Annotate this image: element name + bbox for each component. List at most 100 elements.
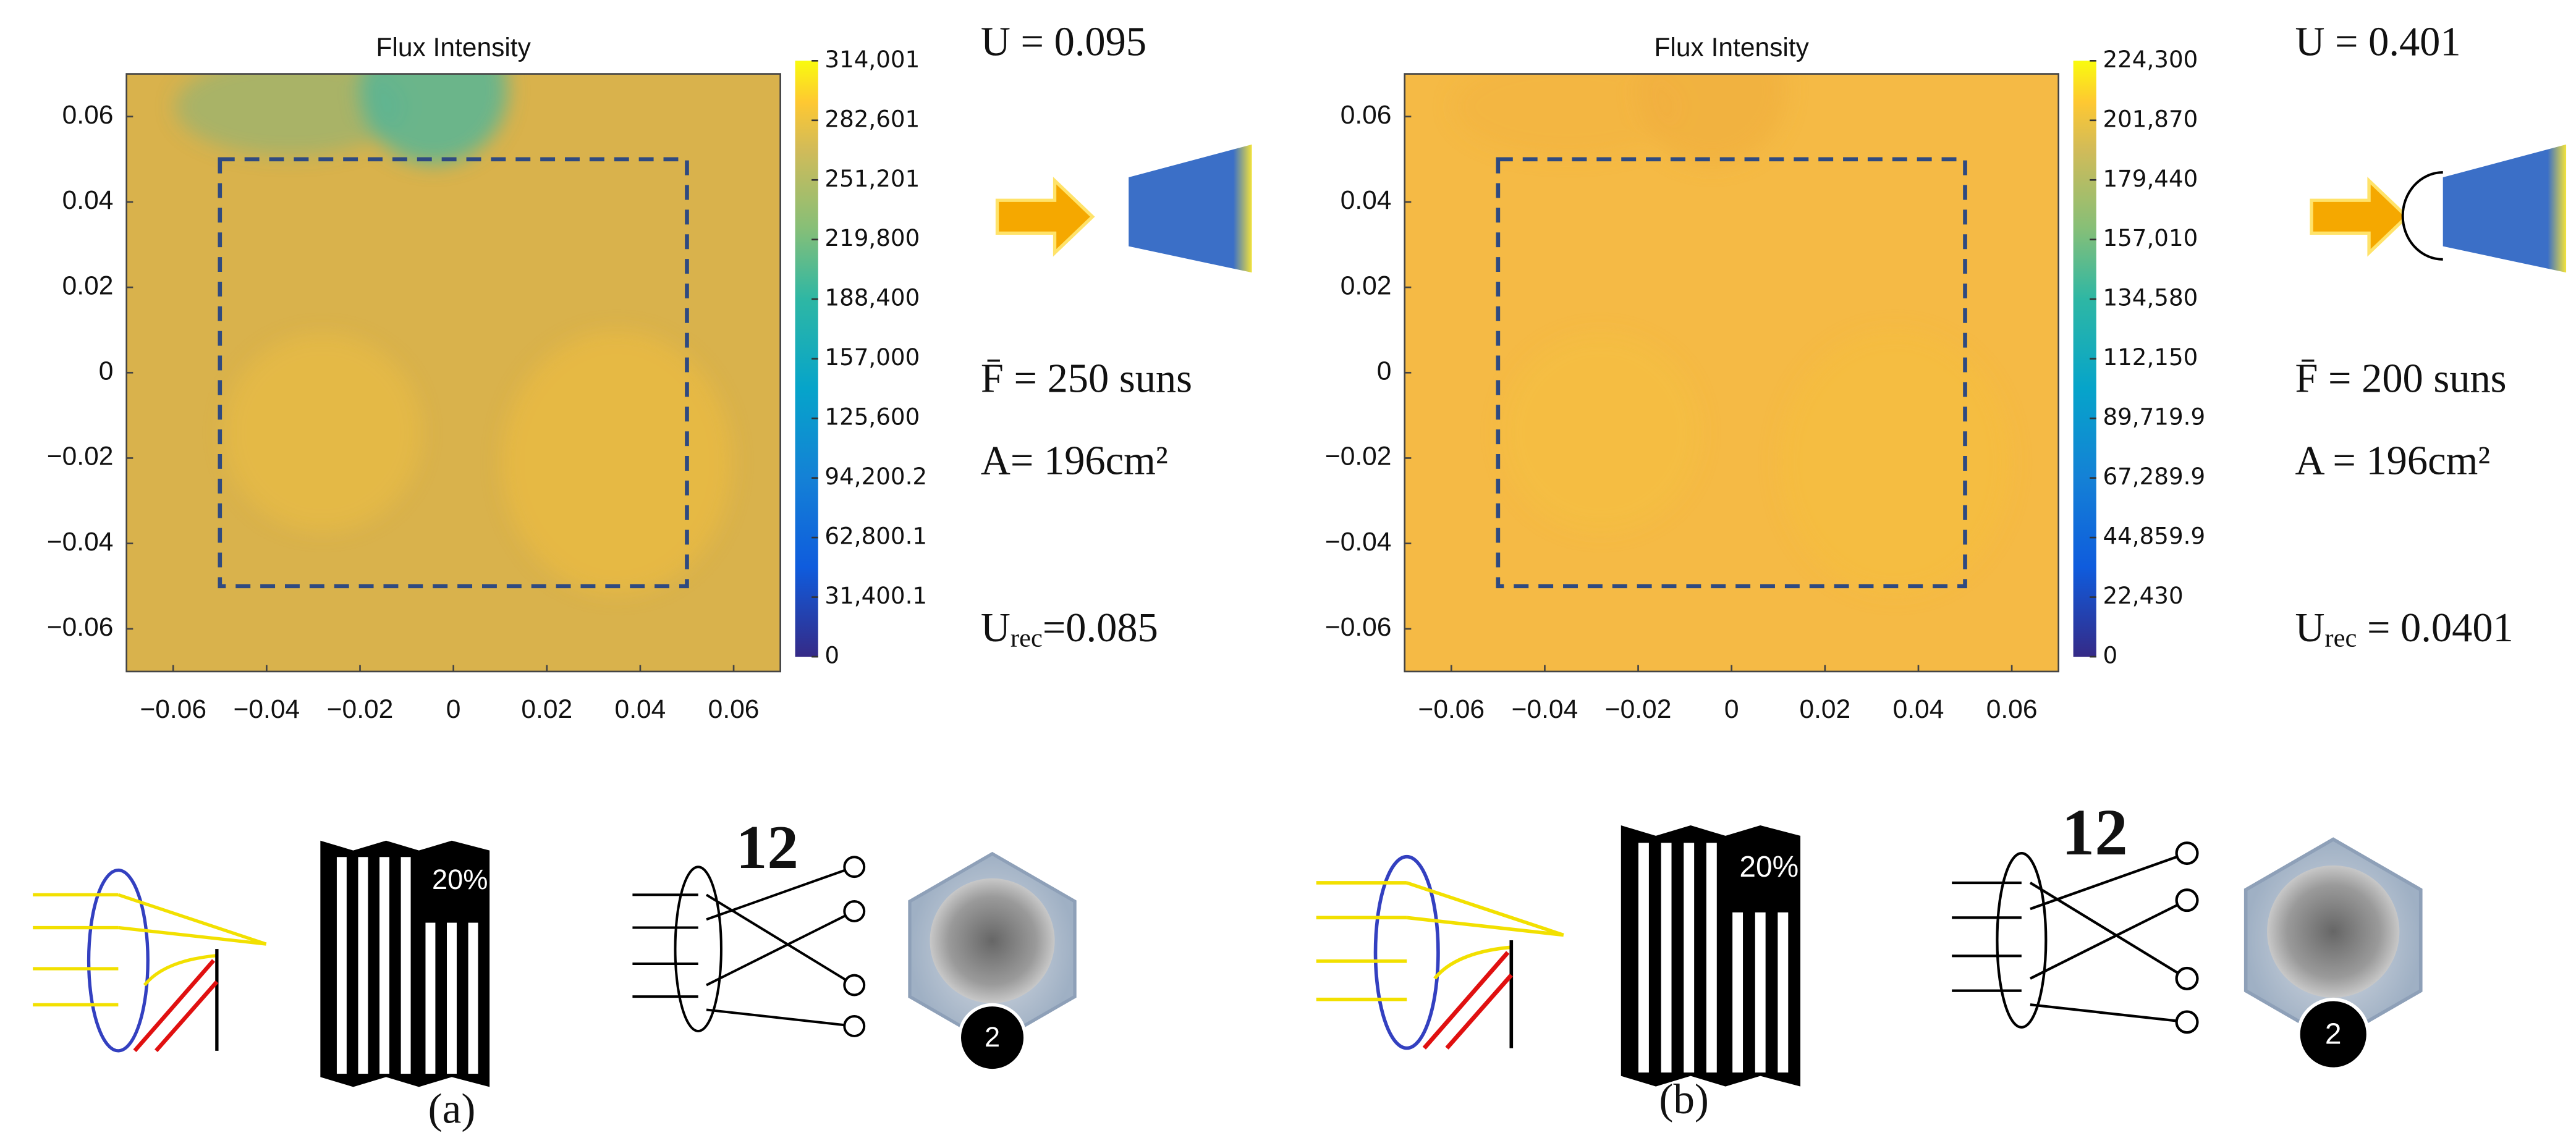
x-tick-label: −0.04 <box>234 695 300 724</box>
y-tick-label: 0 <box>1377 357 1392 386</box>
badge-label: 2 <box>2325 1018 2342 1051</box>
field-patch <box>1780 331 2010 594</box>
concentrator-sketch <box>995 144 1252 273</box>
cell-stripe <box>1684 843 1695 1073</box>
y-tick-label: −0.02 <box>47 442 114 471</box>
field-patch <box>224 334 422 531</box>
y-tick-label: 0 <box>99 357 114 386</box>
colorbar-label: 188,400 <box>824 284 920 311</box>
ray <box>2030 899 2188 980</box>
cell-stripe <box>379 857 389 1074</box>
y-tick-label: 0.04 <box>62 186 114 215</box>
x-tick-label: 0.06 <box>708 695 760 724</box>
annotation: A = 196cm² <box>2295 438 2490 483</box>
cell-stripe <box>1732 912 1743 1073</box>
y-tick-label: −0.06 <box>47 613 114 642</box>
colorbar-label: 89,719.9 <box>2103 403 2205 431</box>
funnel <box>1129 144 1252 273</box>
x-tick-label: 0.02 <box>1799 695 1850 724</box>
y-tick-label: 0.06 <box>1341 101 1392 130</box>
efficiency-label: 20% <box>432 864 488 895</box>
y-tick-label: −0.06 <box>1325 613 1392 642</box>
colorbar-label: 157,000 <box>824 343 920 371</box>
dashed-box <box>218 157 689 589</box>
colorbar-label: 282,601 <box>824 105 920 132</box>
lens-count: 12 <box>736 812 799 882</box>
x-tick-label: −0.02 <box>1605 695 1672 724</box>
panel: Flux Intensity −0.06 −0.04 −0.02 0 0.02 0.04 0.… <box>33 20 1252 1132</box>
colorbar-label: 0 <box>2103 642 2117 669</box>
lens <box>674 866 722 1032</box>
y-tick-label: −0.02 <box>1325 442 1392 471</box>
colorbar-label: 125,600 <box>824 403 920 431</box>
sample <box>2267 865 2400 998</box>
cell-stripe <box>447 922 457 1074</box>
cell-stripe <box>358 857 368 1074</box>
annotation: U = 0.095 <box>981 20 1146 65</box>
ray <box>117 893 267 987</box>
colorbar-label: 62,800.1 <box>824 523 927 550</box>
annotation: F̄ = 250 suns <box>981 356 1192 401</box>
colorbar-label: 314,001 <box>824 46 920 73</box>
badge-label: 2 <box>985 1021 1000 1053</box>
y-tick-label: 0.06 <box>62 101 114 130</box>
ray <box>705 893 855 987</box>
cell-stripe <box>1638 843 1649 1073</box>
arrow-head <box>843 856 866 878</box>
u-rec-symbol: U <box>2295 605 2324 651</box>
field-texture <box>1453 74 2010 594</box>
field-texture <box>175 74 732 594</box>
arrow-head <box>2175 1010 2199 1034</box>
field-patch <box>502 331 732 594</box>
ray <box>706 866 855 921</box>
panel: Flux Intensity −0.06 −0.04 −0.02 0 0.02 0.04 0.… <box>1316 20 2567 1123</box>
ray <box>2030 852 2188 911</box>
cell-stripe <box>336 857 347 1074</box>
ray <box>1406 881 1564 980</box>
colorbar-label: 67,289.9 <box>2103 463 2205 490</box>
arrow-head <box>843 974 866 996</box>
u-rec-symbol: U <box>981 605 1010 651</box>
x-tick-label: 0.04 <box>1893 695 1944 724</box>
funnel <box>2443 144 2567 273</box>
cell-stripe <box>1706 843 1717 1073</box>
beam-arrow <box>995 177 1095 257</box>
lens <box>1373 854 1440 1050</box>
colorbar-label: 0 <box>824 642 839 669</box>
panel-label: (b) <box>1659 1075 1709 1123</box>
x-tick-label: 0.04 <box>615 695 666 724</box>
y-tick-label: −0.04 <box>1325 528 1392 557</box>
colorbar-label: 179,440 <box>2103 165 2198 192</box>
lens-count: 12 <box>2062 796 2128 869</box>
arrow-head <box>843 1015 866 1037</box>
lens <box>87 868 150 1053</box>
y-tick-label: −0.04 <box>47 528 114 557</box>
arrow-head <box>843 900 866 922</box>
u-rec-subscript: rec <box>2324 623 2357 652</box>
icons: 20% 12 2 <box>33 812 1077 1087</box>
x-tick-label: 0 <box>446 695 461 724</box>
ray <box>706 1008 855 1027</box>
ray <box>2030 1003 2187 1024</box>
icons: 20% 12 2 <box>1316 796 2423 1087</box>
chart-title: Flux Intensity <box>376 33 531 62</box>
colorbar-label: 224,300 <box>2103 46 2198 73</box>
arrow-head <box>2175 888 2199 912</box>
x-tick-label: −0.06 <box>1418 695 1485 724</box>
colorbar-label: 44,859.9 <box>2103 523 2205 550</box>
y-tick-label: 0.02 <box>1341 271 1392 300</box>
y-tick-label: 0.04 <box>1341 186 1392 215</box>
cell-stripe <box>1661 843 1672 1073</box>
field-patch <box>1453 74 1684 156</box>
colorbar-label: 134,580 <box>2103 284 2198 311</box>
arrow-head <box>2175 966 2199 990</box>
arrow-head <box>2175 841 2199 866</box>
annotation: U = 0.401 <box>2295 20 2460 65</box>
u-rec-subscript: rec <box>1010 623 1043 652</box>
annotation: F̄ = 200 suns <box>2295 356 2506 401</box>
reflection <box>1422 951 1513 1050</box>
colorbar-label: 157,010 <box>2103 224 2198 251</box>
sample <box>930 878 1055 1003</box>
